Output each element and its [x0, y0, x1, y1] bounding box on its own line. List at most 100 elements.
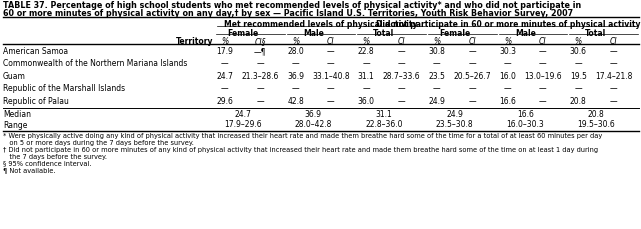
Text: 21.3–28.6: 21.3–28.6 — [242, 72, 279, 81]
Text: 30.3: 30.3 — [499, 47, 516, 56]
Text: —: — — [539, 84, 547, 93]
Text: Republic of the Marshall Islands: Republic of the Marshall Islands — [3, 84, 125, 93]
Text: —: — — [504, 59, 512, 68]
Text: %: % — [504, 37, 511, 46]
Text: Female: Female — [439, 28, 470, 37]
Text: —: — — [327, 97, 335, 106]
Text: —: — — [362, 59, 370, 68]
Text: 16.6: 16.6 — [499, 97, 516, 106]
Text: 36.9: 36.9 — [304, 109, 322, 118]
Text: —: — — [292, 84, 299, 93]
Text: —: — — [504, 84, 512, 93]
Text: —: — — [539, 59, 547, 68]
Text: 24.7: 24.7 — [217, 72, 233, 81]
Text: —: — — [433, 59, 441, 68]
Text: § 95% confidence interval.: § 95% confidence interval. — [3, 160, 92, 166]
Text: 23.5–30.8: 23.5–30.8 — [436, 120, 473, 129]
Text: 16.6: 16.6 — [517, 109, 534, 118]
Text: 28.7–33.6: 28.7–33.6 — [383, 72, 420, 81]
Text: 19.5: 19.5 — [570, 72, 587, 81]
Text: Range: Range — [3, 120, 28, 129]
Text: %: % — [221, 37, 229, 46]
Text: 30.8: 30.8 — [428, 47, 445, 56]
Text: Female: Female — [227, 28, 258, 37]
Text: CI§: CI§ — [254, 37, 266, 46]
Text: Total: Total — [373, 28, 394, 37]
Text: 24.9: 24.9 — [446, 109, 463, 118]
Text: 60 or more minutes of physical activity on any day,† by sex — Pacific Island U.S: 60 or more minutes of physical activity … — [3, 9, 573, 18]
Text: —: — — [574, 84, 582, 93]
Text: —: — — [256, 97, 264, 106]
Text: —: — — [362, 84, 370, 93]
Text: 20.5–26.7: 20.5–26.7 — [453, 72, 491, 81]
Text: 30.6: 30.6 — [570, 47, 587, 56]
Text: 36.9: 36.9 — [287, 72, 304, 81]
Text: —: — — [539, 97, 547, 106]
Text: —: — — [539, 47, 547, 56]
Text: —: — — [610, 84, 617, 93]
Text: 31.1: 31.1 — [358, 72, 374, 81]
Text: —: — — [256, 59, 264, 68]
Text: 28.0: 28.0 — [287, 47, 304, 56]
Text: —: — — [221, 59, 229, 68]
Text: on 5 or more days during the 7 days before the survey.: on 5 or more days during the 7 days befo… — [3, 140, 194, 146]
Text: Commonwealth of the Northern Mariana Islands: Commonwealth of the Northern Mariana Isl… — [3, 59, 187, 68]
Text: 20.8: 20.8 — [570, 97, 587, 106]
Text: 24.9: 24.9 — [428, 97, 445, 106]
Text: Did not participate in 60 or more minutes of physical activity on any day: Did not participate in 60 or more minute… — [376, 20, 641, 29]
Text: CI: CI — [398, 37, 405, 46]
Text: —: — — [433, 84, 441, 93]
Text: 17.9–29.6: 17.9–29.6 — [224, 120, 262, 129]
Text: —: — — [221, 84, 229, 93]
Text: American Samoa: American Samoa — [3, 47, 68, 56]
Text: —: — — [574, 59, 582, 68]
Text: %: % — [574, 37, 582, 46]
Text: —: — — [469, 84, 476, 93]
Text: —: — — [469, 97, 476, 106]
Text: 20.8: 20.8 — [588, 109, 604, 118]
Text: Total: Total — [585, 28, 606, 37]
Text: %: % — [363, 37, 370, 46]
Text: 13.0–19.6: 13.0–19.6 — [524, 72, 562, 81]
Text: —: — — [469, 59, 476, 68]
Text: —¶: —¶ — [254, 47, 267, 56]
Text: —: — — [610, 59, 617, 68]
Text: 29.6: 29.6 — [217, 97, 233, 106]
Text: 22.8–36.0: 22.8–36.0 — [365, 120, 403, 129]
Text: CI: CI — [539, 37, 547, 46]
Text: the 7 days before the survey.: the 7 days before the survey. — [3, 153, 107, 159]
Text: 42.8: 42.8 — [287, 97, 304, 106]
Text: Male: Male — [515, 28, 536, 37]
Text: CI: CI — [610, 37, 617, 46]
Text: † Did not participate in 60 or more minutes of any kind of physical activity tha: † Did not participate in 60 or more minu… — [3, 147, 598, 153]
Text: —: — — [327, 59, 335, 68]
Text: 17.9: 17.9 — [217, 47, 233, 56]
Text: 16.0–30.3: 16.0–30.3 — [506, 120, 544, 129]
Text: Male: Male — [303, 28, 324, 37]
Text: ¶ Not available.: ¶ Not available. — [3, 167, 56, 173]
Text: CI: CI — [469, 37, 476, 46]
Text: 36.0: 36.0 — [358, 97, 375, 106]
Text: —: — — [398, 84, 405, 93]
Text: 22.8: 22.8 — [358, 47, 374, 56]
Text: 17.4–21.8: 17.4–21.8 — [595, 72, 632, 81]
Text: Met recommended levels of physical activity: Met recommended levels of physical activ… — [224, 20, 418, 29]
Text: —: — — [610, 97, 617, 106]
Text: %: % — [433, 37, 440, 46]
Text: * Were physically active doing any kind of physical activity that increased thei: * Were physically active doing any kind … — [3, 133, 603, 139]
Text: 24.7: 24.7 — [234, 109, 251, 118]
Text: Territory: Territory — [176, 37, 213, 46]
Text: —: — — [610, 47, 617, 56]
Text: —: — — [398, 59, 405, 68]
Text: —: — — [327, 84, 335, 93]
Text: 28.0–42.8: 28.0–42.8 — [294, 120, 332, 129]
Text: Median: Median — [3, 109, 31, 118]
Text: 23.5: 23.5 — [428, 72, 445, 81]
Text: TABLE 37. Percentage of high school students who met recommended levels of physi: TABLE 37. Percentage of high school stud… — [3, 2, 581, 11]
Text: —: — — [256, 84, 264, 93]
Text: 33.1–40.8: 33.1–40.8 — [312, 72, 350, 81]
Text: —: — — [398, 97, 405, 106]
Text: %: % — [292, 37, 299, 46]
Text: Republic of Palau: Republic of Palau — [3, 97, 69, 106]
Text: 19.5–30.6: 19.5–30.6 — [577, 120, 615, 129]
